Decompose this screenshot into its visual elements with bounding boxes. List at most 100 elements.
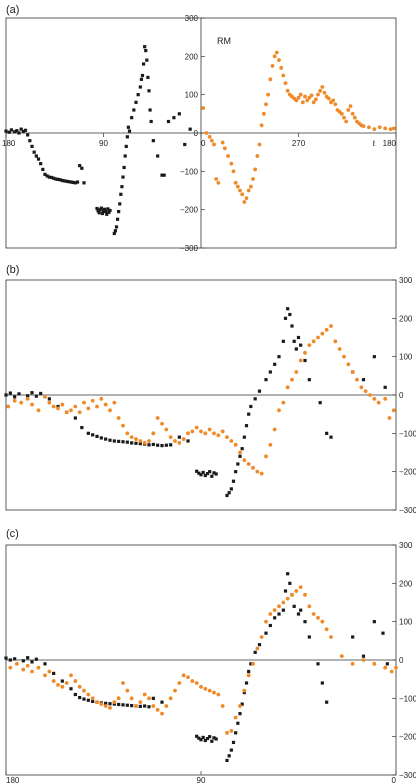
data-point-black: [383, 385, 387, 389]
data-point-orange: [209, 138, 214, 143]
data-point-black: [91, 433, 95, 437]
x-tick-label: 180: [2, 139, 16, 148]
data-point-black: [52, 176, 56, 180]
data-point-black: [236, 721, 240, 725]
data-point-orange: [43, 673, 47, 678]
x-tick-label: 270: [292, 139, 306, 148]
data-point-black: [210, 474, 214, 478]
data-point-black: [162, 173, 166, 177]
data-point-orange: [216, 180, 221, 185]
data-point-orange: [56, 406, 60, 411]
data-point-black: [325, 431, 329, 435]
data-point-orange: [274, 50, 279, 55]
data-point-black: [26, 133, 30, 137]
data-point-orange: [361, 658, 366, 662]
data-point-orange: [259, 635, 264, 639]
data-point-orange: [121, 423, 125, 428]
data-point-black: [199, 738, 203, 742]
data-point-black: [26, 656, 30, 660]
panel-a-points: [4, 45, 396, 236]
data-point-black: [141, 62, 146, 66]
data-point-orange: [311, 100, 316, 105]
data-point-orange: [388, 127, 393, 132]
data-point-orange: [242, 688, 247, 693]
data-point-black: [21, 659, 25, 663]
data-point-black: [227, 754, 231, 758]
data-point-orange: [69, 408, 73, 413]
data-point-black: [288, 312, 292, 317]
data-point-black: [177, 435, 181, 439]
data-point-orange: [251, 177, 255, 181]
data-point-orange: [160, 421, 164, 426]
data-point-black: [19, 127, 23, 131]
data-point-orange: [231, 169, 236, 174]
data-point-black: [164, 443, 168, 447]
y-tick-label: −300: [399, 771, 416, 780]
y-tick-label: 100: [185, 91, 199, 100]
data-point-orange: [268, 612, 273, 616]
x-tick-label: 180: [6, 776, 20, 784]
data-point-black: [225, 758, 229, 763]
data-point-orange: [21, 667, 26, 672]
data-point-black: [13, 657, 17, 661]
data-point-orange: [177, 681, 182, 685]
data-point-orange: [346, 108, 351, 112]
data-point-orange: [339, 654, 344, 659]
y-tick-label: −200: [180, 206, 199, 215]
data-point-orange: [190, 679, 195, 683]
data-point-black: [151, 139, 155, 143]
data-point-black: [292, 604, 296, 608]
data-point-black: [138, 85, 142, 89]
data-point-black: [96, 209, 100, 213]
data-point-black: [320, 681, 324, 685]
data-point-black: [156, 154, 160, 158]
data-point-black: [225, 493, 229, 498]
data-point-orange: [12, 398, 17, 403]
data-point-orange: [316, 615, 320, 620]
data-point-black: [126, 125, 131, 129]
data-point-black: [172, 116, 176, 120]
data-point-black: [122, 165, 126, 170]
data-point-black: [273, 616, 277, 620]
data-point-orange: [283, 81, 288, 86]
panel-a-y-ticks: 300 200 100 0 −100 −200 −300: [180, 14, 205, 253]
data-point-orange: [251, 465, 255, 470]
data-point-black: [160, 173, 164, 177]
data-point-orange: [266, 92, 271, 97]
data-point-orange: [86, 692, 91, 697]
data-point-black: [210, 739, 214, 743]
data-point-orange: [43, 395, 47, 399]
y-tick-label: 100: [399, 618, 413, 627]
data-point-black: [125, 703, 129, 707]
data-point-black: [146, 75, 150, 80]
data-point-orange: [8, 665, 13, 670]
data-point-black: [281, 339, 285, 343]
data-point-orange: [255, 469, 260, 474]
data-point-black: [136, 93, 140, 97]
data-point-black: [78, 695, 82, 700]
data-point-black: [52, 671, 56, 676]
data-point-black: [49, 175, 54, 180]
data-point-orange: [300, 100, 305, 105]
data-point-black: [104, 437, 108, 441]
data-point-black: [277, 355, 281, 359]
data-point-black: [231, 740, 236, 745]
data-point-black: [45, 174, 49, 178]
data-point-orange: [261, 111, 266, 116]
data-point-orange: [294, 98, 299, 103]
y-tick-label: 0: [194, 129, 199, 138]
data-point-orange: [207, 134, 212, 139]
data-point-orange: [255, 154, 260, 158]
data-point-black: [143, 45, 147, 49]
data-point-orange: [281, 600, 286, 605]
y-tick-label: −100: [180, 167, 199, 176]
y-tick-label: −100: [399, 694, 416, 703]
data-point-black: [102, 207, 107, 211]
data-point-orange: [129, 696, 134, 701]
data-point-black: [99, 206, 103, 210]
data-point-black: [231, 479, 236, 483]
data-point-black: [75, 180, 80, 184]
data-point-orange: [6, 404, 11, 409]
data-point-orange: [240, 192, 245, 197]
